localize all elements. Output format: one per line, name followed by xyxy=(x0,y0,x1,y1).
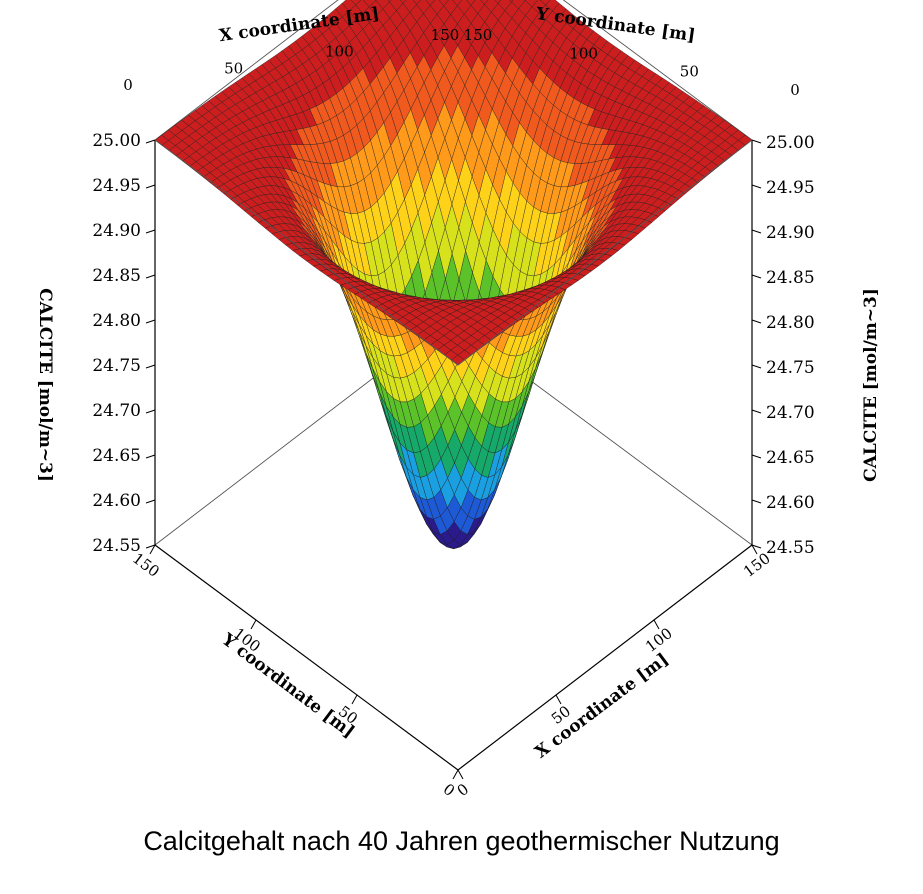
x-tick-label-top: 150 xyxy=(431,26,460,44)
z-tick-label-left: 24.90 xyxy=(92,221,141,241)
z-tick-label-right: 24.65 xyxy=(766,448,815,468)
z-tick-mark-left xyxy=(145,544,156,549)
x-tick-label-top: 100 xyxy=(325,43,354,61)
x-tick-mark-bottom xyxy=(751,544,758,555)
surface-cell xyxy=(509,0,514,3)
surface-cell xyxy=(387,0,392,3)
z-tick-mark-left xyxy=(145,229,156,234)
top-front-edge xyxy=(154,139,753,366)
z-tick-mark-left xyxy=(145,409,156,414)
x-tick-mark-bottom xyxy=(555,694,562,705)
y-tick-label-top: 0 xyxy=(790,81,800,99)
chart-front-frame xyxy=(154,139,753,545)
z-tick-label-left: 24.75 xyxy=(92,356,141,376)
z-tick-mark-left xyxy=(145,364,156,369)
z-tick-mark-right xyxy=(751,454,762,459)
z-tick-mark-left xyxy=(145,454,156,459)
z-tick-label-left: 24.80 xyxy=(92,311,141,331)
x-tick-label-bottom: 0 xyxy=(454,780,472,800)
z-tick-label-right: 24.80 xyxy=(766,313,815,333)
z-tick-mark-right xyxy=(751,364,762,369)
y-tick-label-top: 50 xyxy=(680,63,699,81)
y-tick-label-top: 150 xyxy=(464,26,493,44)
z-axis-title-right: CALCITE [mol/m~3] xyxy=(861,288,881,482)
z-tick-mark-left xyxy=(145,499,156,504)
z-axis-title-left: CALCITE [mol/m~3] xyxy=(35,288,55,482)
z-tick-mark-left xyxy=(145,184,156,189)
x-tick-label-top: 50 xyxy=(224,59,243,77)
z-tick-mark-right xyxy=(751,274,762,279)
z-tick-mark-right xyxy=(751,409,762,414)
z-tick-label-right: 24.90 xyxy=(766,223,815,243)
y-tick-mark-bottom xyxy=(351,694,358,705)
z-tick-label-left: 24.65 xyxy=(92,446,141,466)
y-tick-mark-bottom xyxy=(452,769,459,780)
z-tick-label-right: 24.55 xyxy=(766,538,815,558)
z-tick-mark-left xyxy=(145,274,156,279)
x-tick-label-top: 0 xyxy=(123,76,133,94)
y-tick-label-top: 100 xyxy=(569,44,598,62)
z-tick-mark-right xyxy=(751,229,762,234)
surface-cell xyxy=(399,0,407,4)
y-tick-mark-bottom xyxy=(149,544,156,555)
z-tick-mark-right xyxy=(751,139,762,144)
figure-caption: Calcitgehalt nach 40 Jahren geothermisch… xyxy=(143,826,780,856)
y-tick-mark-bottom xyxy=(250,619,257,630)
y-axis-title-bottom: Y coordinate [m] xyxy=(217,629,358,742)
z-tick-label-left: 24.70 xyxy=(92,401,141,421)
top-back-edge xyxy=(154,0,753,141)
z-tick-mark-right xyxy=(751,544,762,549)
z-tick-mark-right xyxy=(751,499,762,504)
z-tick-mark-left xyxy=(145,139,156,144)
x-axis-title-bottom: X coordinate [m] xyxy=(531,649,672,762)
x-tick-mark-bottom xyxy=(457,769,464,780)
z-tick-label-right: 24.85 xyxy=(766,268,815,288)
z-tick-mark-right xyxy=(751,319,762,324)
z-tick-mark-right xyxy=(751,184,762,189)
z-tick-label-right: 24.60 xyxy=(766,493,815,513)
z-tick-label-left: 24.60 xyxy=(92,491,141,511)
z-tick-label-left: 24.85 xyxy=(92,266,141,286)
surface-cell xyxy=(494,0,502,4)
z-tick-label-right: 25.00 xyxy=(766,133,815,153)
surface-mesh xyxy=(154,0,753,550)
z-tick-label-left: 25.00 xyxy=(92,131,141,151)
z-tick-mark-left xyxy=(145,319,156,324)
y-tick-label-bottom: 0 xyxy=(440,780,458,800)
z-tick-label-right: 24.95 xyxy=(766,178,815,198)
z-tick-label-right: 24.75 xyxy=(766,358,815,378)
surface-cell xyxy=(479,0,489,5)
z-tick-label-left: 24.95 xyxy=(92,176,141,196)
z-tick-label-left: 24.55 xyxy=(92,536,141,556)
x-tick-mark-bottom xyxy=(653,619,660,630)
surface-cell xyxy=(412,0,421,5)
z-tick-label-right: 24.70 xyxy=(766,403,815,423)
